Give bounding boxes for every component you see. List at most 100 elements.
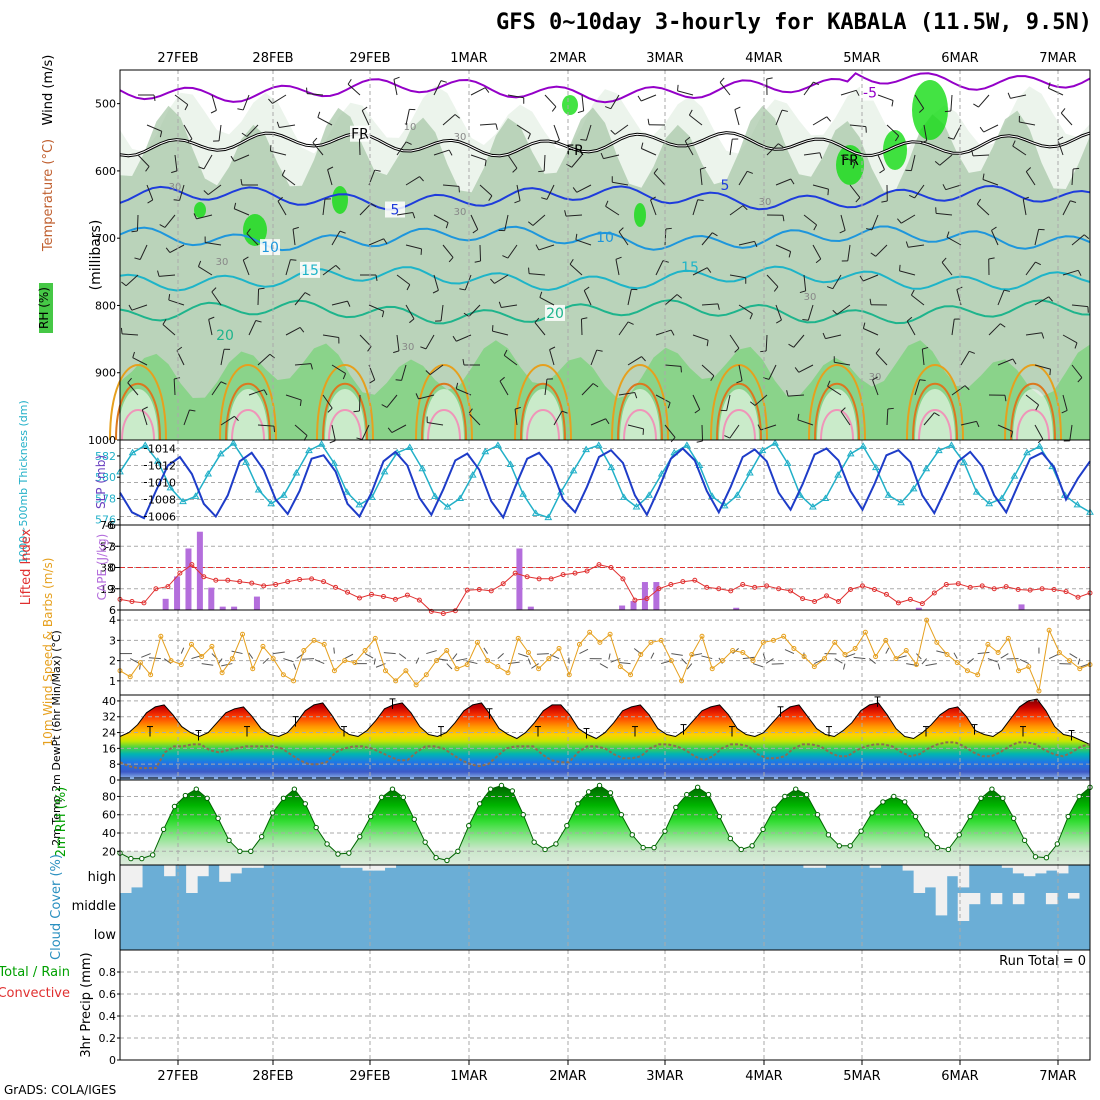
wind-barb-feather: [749, 313, 753, 320]
wind-barb-feather: [581, 317, 588, 320]
cape-bar: [162, 598, 169, 610]
wind-barb-10m: [686, 663, 693, 670]
rh-contour-label: 30: [216, 257, 229, 268]
wind-barb-10m: [814, 658, 824, 665]
wind-barb-feather: [781, 109, 788, 112]
wind-barb-10m: [527, 658, 531, 665]
rh-point: [128, 855, 134, 862]
thickness-point: [1073, 500, 1082, 508]
wind-speed-point: [291, 678, 297, 684]
cape-bar: [619, 605, 626, 610]
rh-point: [738, 846, 744, 853]
lifted-index-point: [368, 591, 374, 597]
wind-barb-feather: [1077, 270, 1082, 276]
rh-point: [989, 786, 995, 792]
rh-point: [204, 795, 210, 801]
wind-barb-feather: [273, 426, 276, 433]
rh-point: [1011, 815, 1017, 822]
wind-barb-feather: [604, 106, 611, 110]
wind-barb-feather: [420, 346, 427, 350]
wind-barb-feather: [1083, 234, 1090, 239]
wind-speed-point: [209, 643, 215, 649]
wind-barb-feather: [490, 278, 495, 284]
wind-barb: [692, 334, 709, 341]
wind-speed-point: [964, 668, 970, 674]
slp-axis-label: SLP (mb): [94, 455, 108, 509]
wind-barb-feather: [432, 289, 439, 294]
wind-barb-feather: [684, 136, 691, 142]
rh-point: [487, 786, 494, 792]
thickness-point: [783, 459, 792, 466]
slp-tick-label: 1012: [148, 460, 176, 473]
wind-barb: [169, 244, 185, 253]
wind-barb: [692, 394, 701, 410]
wind-speed-point: [689, 652, 695, 658]
wind-speed-point: [699, 633, 705, 639]
wind-barb-feather: [488, 195, 493, 202]
rh-saturation-blob: [912, 80, 948, 140]
thickness-point: [808, 502, 817, 510]
wind-barb: [849, 184, 861, 198]
wind-barb-feather: [600, 152, 604, 159]
wind-barb-feather: [120, 327, 123, 334]
wind-barb: [1071, 169, 1074, 186]
wind-barb-feather: [799, 290, 806, 294]
lifted-index-point: [883, 591, 889, 597]
wind-barb: [840, 214, 846, 231]
wind-speed-point: [495, 664, 501, 670]
wind-barb: [775, 109, 783, 126]
wind-barb: [603, 154, 620, 160]
lifted-index-axis-label: Lifted Index: [19, 528, 34, 605]
wind-speed-point: [352, 660, 358, 666]
wind-barb-10m: [681, 658, 688, 665]
wind-barb: [479, 184, 493, 197]
wind-barb-10m: [507, 661, 520, 665]
wind-barb: [361, 110, 370, 126]
wind-barb: [418, 394, 435, 400]
wind-speed-point: [444, 647, 450, 653]
wind-barb-10m: [497, 652, 504, 659]
slp-tick-label: 1010: [148, 477, 176, 490]
wind-barb-feather: [941, 257, 947, 263]
wind-barb-feather: [1049, 369, 1051, 376]
wind-barb-feather: [383, 238, 388, 245]
wind-barb-10m: [906, 663, 918, 667]
wind-barb: [246, 233, 259, 246]
wind-barb-feather: [425, 370, 431, 375]
rh-point: [596, 782, 603, 789]
thickness-point: [771, 439, 779, 446]
wind-barb: [331, 424, 336, 441]
wind-barb: [575, 239, 592, 246]
wind-barb-feather: [688, 109, 693, 116]
rh-point: [847, 843, 853, 849]
contour-label-bg: [545, 304, 565, 321]
wind-barb-feather: [754, 241, 758, 248]
wind-barb: [689, 114, 703, 126]
cape-bar: [915, 607, 922, 610]
wind-barb: [832, 274, 842, 289]
wind-barb: [553, 410, 563, 426]
wind-barb-10m: [483, 647, 488, 654]
rh-point: [520, 812, 526, 818]
rh-point: [934, 844, 941, 851]
wind-barb-10m: [518, 653, 529, 658]
cloud-cell: [351, 865, 363, 868]
thickness-point: [620, 493, 628, 500]
lifted-index-point: [512, 570, 518, 576]
top-date-label: 29FEB: [349, 51, 390, 66]
top-date-label: 1MAR: [450, 51, 487, 66]
wind-barb-10m: [610, 658, 621, 663]
thickness-point: [796, 491, 805, 498]
wind-barb: [131, 304, 148, 311]
cloud-cell: [1012, 893, 1025, 905]
wind-barb: [507, 154, 518, 169]
wind-barb: [834, 361, 851, 366]
thickness-point: [544, 513, 553, 521]
temp-lobe-line: [219, 364, 277, 441]
wind-barb: [840, 89, 857, 96]
temp-lobe-line: [322, 382, 368, 441]
wind-barb: [285, 327, 301, 336]
cloud-cell: [362, 865, 375, 871]
temp-lobe-line: [514, 364, 572, 441]
wind-barb-feather: [393, 76, 400, 80]
